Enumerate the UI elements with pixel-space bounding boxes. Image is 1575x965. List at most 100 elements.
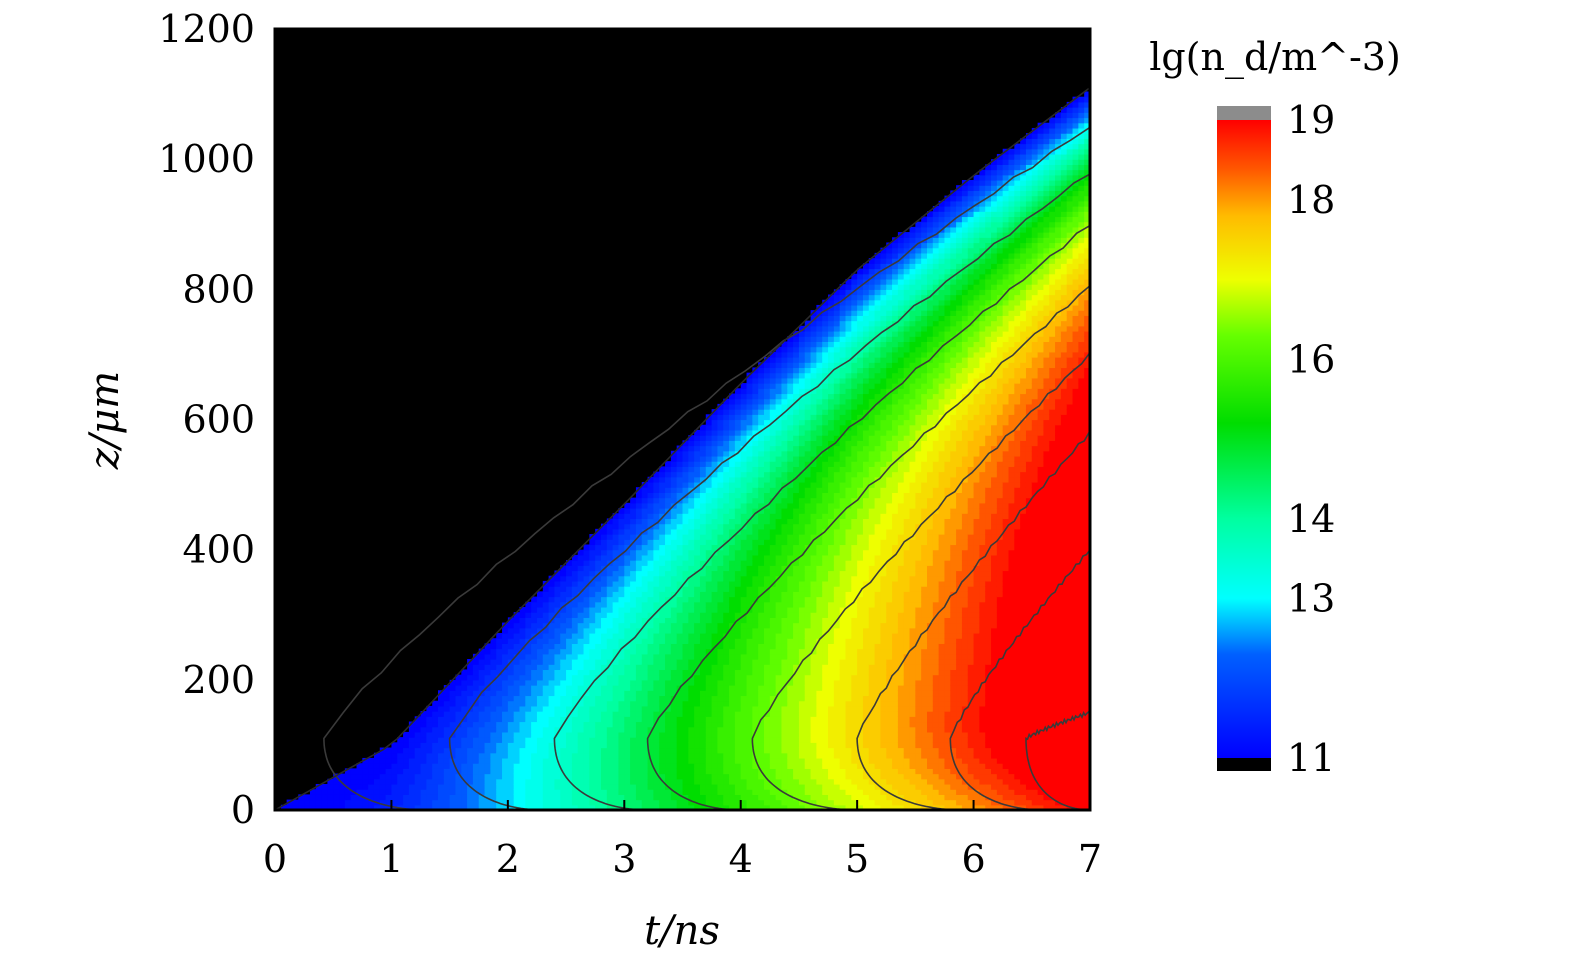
heat-cell <box>717 502 724 509</box>
heat-cell <box>781 377 788 384</box>
heat-cell <box>775 424 783 431</box>
heat-cell <box>653 476 660 483</box>
heat-cell <box>682 497 689 504</box>
heat-cell <box>775 388 783 395</box>
heat-cell <box>851 372 858 379</box>
heat-cell <box>857 783 864 790</box>
heat-cell <box>560 627 567 634</box>
heat-cell <box>676 481 684 488</box>
heat-cell <box>723 586 730 592</box>
heat-cell <box>519 778 526 785</box>
heat-cell <box>397 773 404 780</box>
heat-cell <box>635 518 643 525</box>
heat-cell <box>577 705 585 712</box>
heat-cell <box>647 690 654 697</box>
heat-cell <box>443 726 451 733</box>
heat-cell <box>787 804 794 810</box>
heat-cell <box>822 575 829 582</box>
heat-cell <box>833 737 841 743</box>
heat-cell <box>368 789 375 795</box>
heat-cell <box>833 606 841 613</box>
heat-cell <box>822 554 829 561</box>
heat-cell <box>531 747 538 754</box>
heat-cell <box>851 476 858 483</box>
heat-cell <box>769 481 777 488</box>
heat-cell <box>391 773 398 780</box>
heat-cell <box>688 664 695 671</box>
heat-cell <box>723 669 730 676</box>
heat-cell <box>432 768 439 775</box>
heat-cell <box>676 679 684 686</box>
heat-cell <box>589 627 596 634</box>
heat-cell <box>822 502 829 509</box>
heat-cell <box>804 403 812 410</box>
heat-cell <box>472 653 480 660</box>
heat-cell <box>438 783 445 790</box>
heat-cell <box>734 508 742 514</box>
heat-cell <box>507 643 515 650</box>
heat-cell <box>839 804 847 810</box>
heat-cell <box>839 388 847 395</box>
heat-cell <box>618 560 625 566</box>
heat-cell <box>612 711 620 717</box>
heat-cell <box>857 549 864 556</box>
heat-cell <box>764 435 771 441</box>
heat-cell <box>571 768 579 775</box>
heat-cell <box>455 726 462 733</box>
heat-cell <box>740 601 748 608</box>
heat-cell <box>682 606 689 613</box>
heat-cell <box>752 455 759 462</box>
heat-cell <box>833 289 841 296</box>
heat-cell <box>694 721 701 728</box>
heat-cell <box>583 653 590 660</box>
heat-cell <box>635 575 643 582</box>
heat-cell <box>705 690 713 697</box>
heat-cell <box>635 674 643 681</box>
heat-cell <box>781 632 788 639</box>
heat-cell <box>566 747 573 754</box>
heat-cell <box>618 596 625 603</box>
heat-cell <box>472 731 480 738</box>
heat-cell <box>845 372 852 379</box>
heat-cell <box>618 544 625 551</box>
heat-cell <box>705 789 713 795</box>
heat-cell <box>327 804 334 810</box>
heat-cell <box>810 549 817 556</box>
heat-cell <box>816 372 823 379</box>
heat-cell <box>676 596 684 603</box>
heat-cell <box>822 325 829 332</box>
heat-cell <box>472 690 480 697</box>
heat-cell <box>653 778 660 785</box>
heat-cell <box>699 606 707 613</box>
heat-cell <box>665 789 672 795</box>
heat-cell <box>793 508 800 514</box>
heat-cell <box>583 596 590 603</box>
heat-cell <box>583 695 590 702</box>
heat-cell <box>810 450 817 457</box>
heat-cell <box>653 690 660 697</box>
heat-cell <box>618 648 625 655</box>
heat-cell <box>682 591 689 598</box>
heat-cell <box>752 398 759 405</box>
heat-cell <box>764 492 771 499</box>
heat-cell <box>659 544 666 551</box>
heat-cell <box>438 768 445 775</box>
heat-cell <box>694 685 701 691</box>
heat-cell <box>851 278 858 285</box>
heat-cell <box>845 393 852 400</box>
heat-cell <box>606 721 614 728</box>
heat-cell <box>699 471 707 478</box>
heat-cell <box>810 336 817 342</box>
heat-cell <box>583 627 590 634</box>
heat-cell <box>764 461 771 467</box>
heat-cell <box>484 653 491 660</box>
heat-cell <box>845 685 852 691</box>
heat-cell <box>729 544 736 551</box>
heat-cell <box>781 383 788 389</box>
heat-cell <box>688 455 695 462</box>
heat-cell <box>583 742 590 749</box>
heat-cell <box>816 575 823 582</box>
heat-cell <box>764 669 771 676</box>
heat-cell <box>583 778 590 785</box>
heat-cell <box>694 747 701 754</box>
